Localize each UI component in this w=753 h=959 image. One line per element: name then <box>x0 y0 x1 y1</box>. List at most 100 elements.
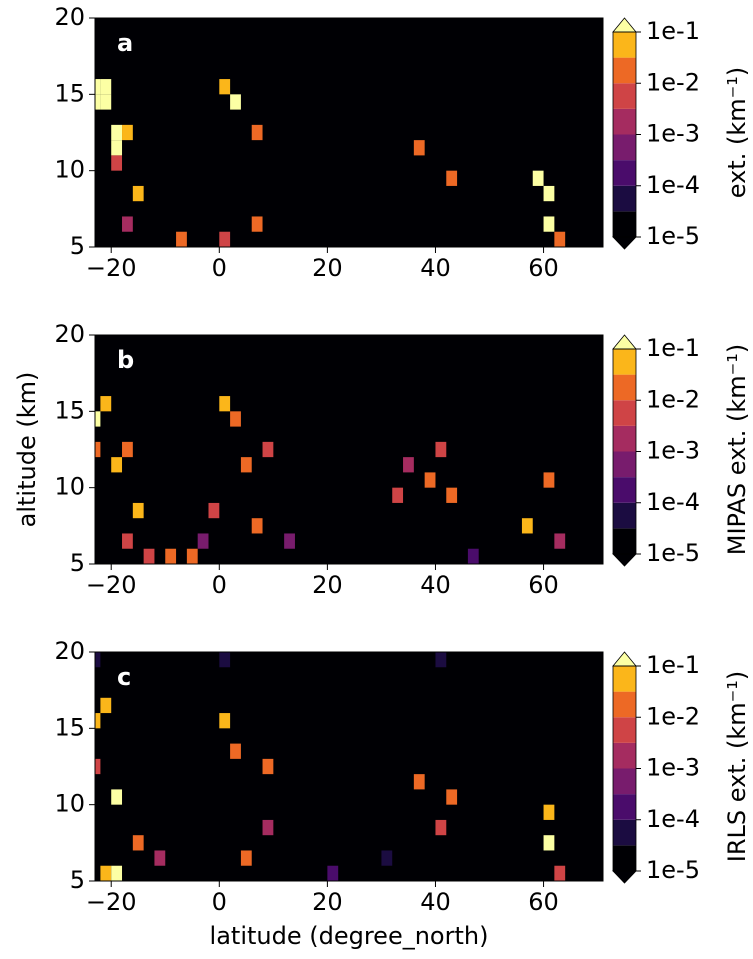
colorbar-bin <box>613 425 636 452</box>
cell <box>165 548 177 564</box>
cell <box>100 396 112 412</box>
cell <box>284 533 295 549</box>
cell <box>219 652 231 668</box>
x-tick-label: 60 <box>528 888 559 916</box>
x-tick-label: −20 <box>86 571 137 599</box>
x-tick-label: 20 <box>312 888 343 916</box>
y-tick-label: 5 <box>70 866 85 894</box>
plot-background <box>95 652 603 881</box>
cell <box>95 652 101 668</box>
cell <box>262 819 274 836</box>
y-tick-label: 5 <box>70 232 85 260</box>
cell <box>154 850 166 866</box>
cell <box>381 850 393 866</box>
colorbar-bin <box>613 666 636 692</box>
cell <box>446 487 458 503</box>
y-tick-label: 20 <box>54 3 85 31</box>
colorbar-bin <box>613 185 636 212</box>
colorbar-label: MIPAS ext. (km⁻¹) <box>723 344 751 556</box>
y-tick-label: 15 <box>54 396 85 424</box>
cell <box>435 652 447 668</box>
cell <box>251 124 263 141</box>
cell <box>100 94 112 110</box>
y-tick-label: 5 <box>70 549 85 577</box>
colorbar-bin <box>613 160 636 186</box>
colorbar-bin <box>613 717 636 743</box>
colorbar-tick-label: 1e-4 <box>646 805 700 833</box>
colorbar-tick-label: 1e-2 <box>646 385 700 413</box>
cell <box>219 231 231 247</box>
colorbar-bin <box>613 349 636 375</box>
cells <box>95 79 566 247</box>
cell <box>100 79 112 95</box>
colorbar-bin <box>613 211 636 237</box>
cell <box>435 441 447 458</box>
colorbar-bin <box>613 32 636 58</box>
colorbar-label: IRLS ext. (km⁻¹) <box>723 671 751 863</box>
cell <box>262 441 274 458</box>
x-tick-label: 40 <box>420 571 451 599</box>
colorbar-bin <box>613 451 636 478</box>
plot-background <box>95 18 603 247</box>
cell <box>132 502 144 519</box>
cell <box>446 789 458 805</box>
cell <box>111 865 123 881</box>
y-axis-label: altitude (km) <box>13 372 41 528</box>
cell <box>327 865 339 881</box>
panel-label: c <box>117 663 131 691</box>
x-tick-label: 40 <box>420 888 451 916</box>
y-tick-label: 20 <box>54 320 85 348</box>
cell <box>230 411 241 427</box>
plot-background <box>95 335 603 564</box>
cell <box>392 487 404 503</box>
colorbar-bin <box>613 768 636 795</box>
colorbar-bin <box>613 134 636 161</box>
cell <box>230 743 241 759</box>
plot-frame <box>94 651 604 882</box>
colorbar-tick-label: 1e-2 <box>646 68 700 96</box>
cell <box>95 713 101 729</box>
cell <box>230 94 241 110</box>
colorbar-bin <box>613 108 636 135</box>
cell <box>219 396 231 412</box>
cell <box>543 804 555 820</box>
cell <box>543 216 555 232</box>
cell <box>554 533 566 549</box>
cell <box>543 185 555 202</box>
plot-frame <box>94 334 604 565</box>
cell <box>554 865 566 881</box>
cell <box>122 441 133 458</box>
cell <box>467 548 479 564</box>
cell <box>554 231 566 247</box>
colorbar-under <box>612 553 637 567</box>
colorbar-bin <box>613 845 636 871</box>
cell <box>435 819 447 836</box>
cell <box>186 548 198 564</box>
cell <box>95 411 101 427</box>
y-tick-label: 10 <box>54 473 85 501</box>
cell <box>95 441 101 458</box>
colorbar-bin <box>613 83 636 109</box>
cell <box>543 472 555 488</box>
cell <box>424 472 436 488</box>
cell <box>95 94 101 110</box>
y-tick-label: 10 <box>54 790 85 818</box>
x-tick-label: 0 <box>212 254 227 282</box>
cell <box>262 758 274 775</box>
colorbar-tick-label: 1e-1 <box>646 334 700 362</box>
cell <box>95 758 101 775</box>
cell <box>403 457 414 473</box>
cell <box>251 518 263 534</box>
cell <box>240 457 252 473</box>
colorbar-bin <box>613 742 636 769</box>
cell <box>446 170 458 186</box>
cell <box>122 124 133 141</box>
x-tick-label: 20 <box>312 571 343 599</box>
plot-frame <box>94 17 604 248</box>
cell <box>143 548 155 564</box>
x-tick-label: 20 <box>312 254 343 282</box>
colorbar-tick-label: 1e-4 <box>646 488 700 516</box>
colorbar-tick-label: 1e-3 <box>646 754 700 782</box>
panel-label: a <box>117 29 133 57</box>
cells <box>95 652 566 881</box>
